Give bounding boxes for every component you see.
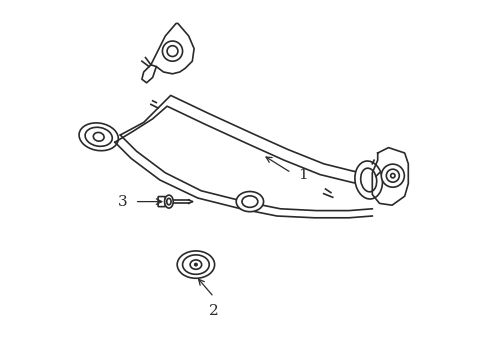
Ellipse shape bbox=[177, 251, 214, 278]
Circle shape bbox=[381, 164, 404, 187]
Circle shape bbox=[194, 263, 197, 266]
Text: 3: 3 bbox=[118, 195, 127, 208]
Polygon shape bbox=[151, 23, 194, 74]
Ellipse shape bbox=[236, 192, 263, 212]
Ellipse shape bbox=[354, 161, 382, 199]
Polygon shape bbox=[371, 148, 407, 205]
Ellipse shape bbox=[79, 123, 118, 151]
Ellipse shape bbox=[164, 195, 173, 208]
Text: 1: 1 bbox=[298, 168, 307, 181]
FancyBboxPatch shape bbox=[158, 197, 165, 207]
Circle shape bbox=[162, 41, 182, 61]
Polygon shape bbox=[115, 135, 371, 218]
Text: 2: 2 bbox=[208, 304, 218, 318]
Polygon shape bbox=[115, 95, 371, 186]
